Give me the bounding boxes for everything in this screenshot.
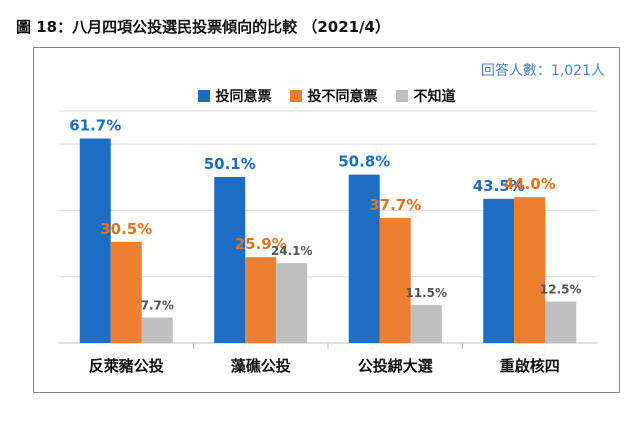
data-label: 24.1% [271,244,313,258]
x-tick-label: 公投綁大選 [358,357,433,375]
bar-1-3 [514,197,546,343]
bar-0-2 [348,174,380,343]
chart-legend: 投同意票 投不同意票 不知道 [34,86,619,106]
legend-swatch-disagree [289,90,302,102]
bar-1-2 [379,218,411,343]
bar-2-1 [276,263,308,343]
legend-label-agree: 投同意票 [215,89,272,105]
bar-2-3 [545,301,577,343]
x-tick-label: 藻礁公投 [231,357,291,375]
bar-0-0 [79,138,111,343]
x-tick-label: 反萊豬公投 [89,357,164,375]
data-label: 11.5% [405,286,447,300]
data-label: 7.7% [141,298,174,312]
data-label: 43.5% [473,177,525,195]
legend-item-disagree: 投不同意票 [289,86,378,106]
data-label: 12.5% [540,283,582,297]
legend-swatch-unknown [395,90,408,102]
data-label: 44.0% [504,175,556,193]
data-label: 25.9% [235,235,287,253]
legend-label-disagree: 投不同意票 [307,89,378,105]
data-label: 37.7% [369,196,421,214]
bar-0-1 [214,176,246,343]
legend-item-unknown: 不知道 [395,86,456,106]
bar-chart: 61.7% 30.5% 7.7% 反萊豬公投 50.1% 25.9%24.1% 藻礁公投 50… [59,110,597,375]
bar-2-0 [141,317,173,343]
x-tick-label: 重啟核四 [500,357,560,375]
bar-0-3 [483,198,515,343]
legend-label-unknown: 不知道 [413,89,456,105]
bar-1-1 [245,257,277,343]
legend-swatch-agree [197,90,210,102]
data-label: 61.7% [69,117,121,135]
data-label: 30.5% [100,220,152,238]
bar-1-0 [110,241,142,343]
data-label: 50.1% [204,155,256,173]
figure-title: 圖 18：八月四項公投選民投票傾向的比較 （2021/4） [16,18,390,36]
bar-2-2 [410,304,442,343]
chart-frame: 回答人數：1,021人 投同意票 投不同意票 不知道 61.7% 30.5% 7.7… [33,47,620,393]
respondent-count: 回答人數：1,021人 [480,63,605,79]
data-label: 50.8% [338,153,390,171]
legend-item-agree: 投同意票 [197,86,272,106]
